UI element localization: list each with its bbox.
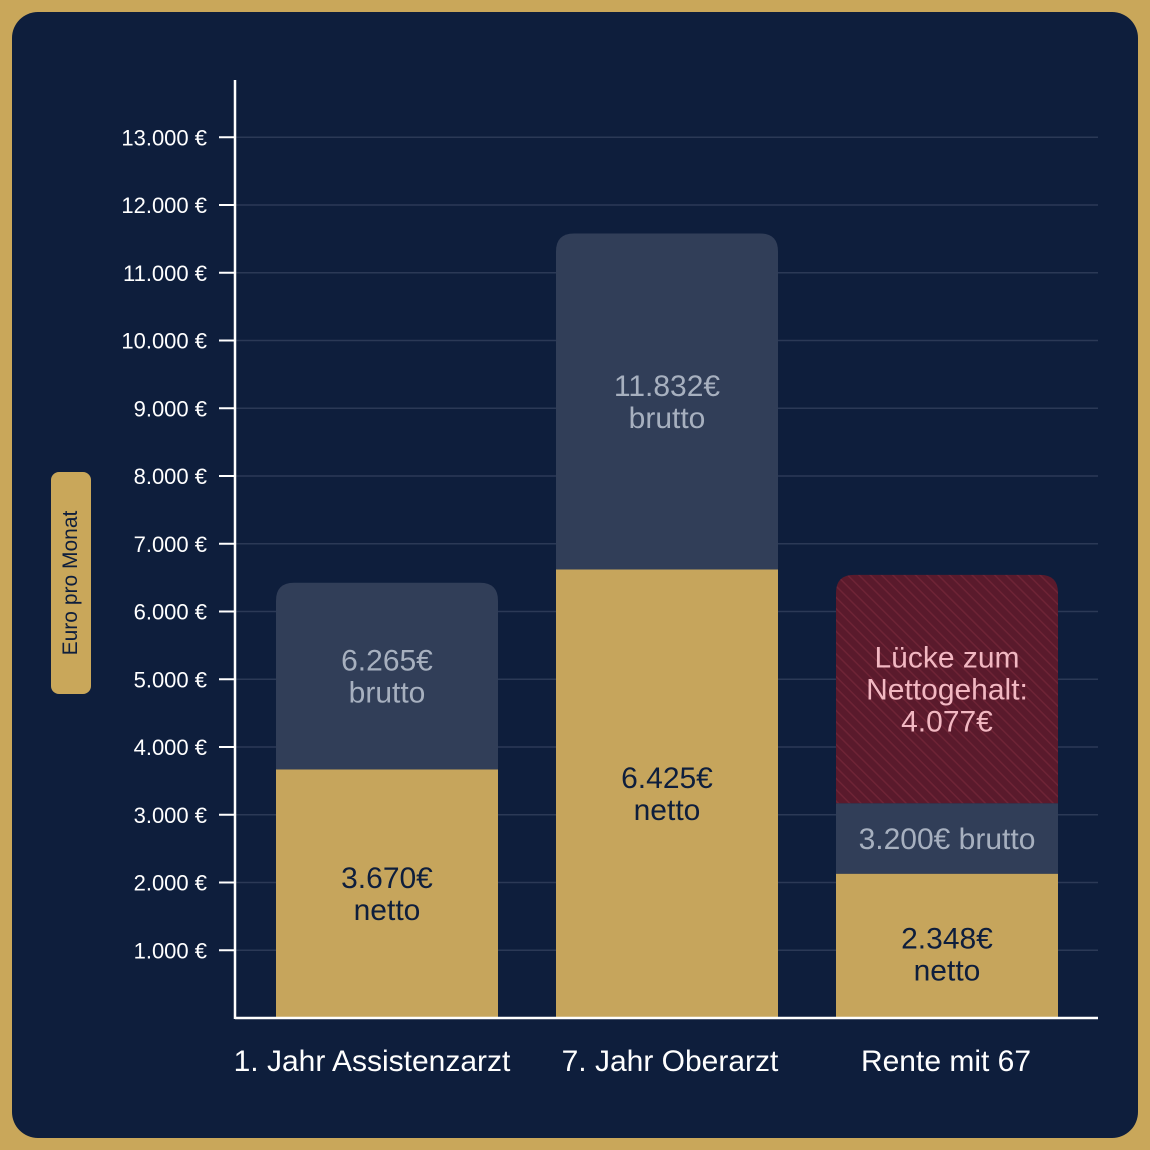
x-category-label: Rente mit 67 [861,1045,1031,1078]
y-tick-label: 13.000 € [121,125,207,150]
y-tick-label: 9.000 € [134,396,207,421]
bar-group: 6.425€ netto 11.832€ brutto [556,233,778,1018]
y-axis-label: Euro pro Monat [59,510,82,656]
bar-segment-brutto [836,803,1058,874]
data-label-netto: 2.348€ netto [901,922,993,987]
bars: 3.670€ netto 6.265€ brutto 6.425€ netto 11.832… [276,233,1058,1018]
data-label-brutto: 3.200€ brutto [859,823,1036,856]
bar-segment-brutto [556,233,778,570]
y-tick-label: 7.000 € [134,532,207,557]
y-tick-label: 1.000 € [134,938,207,963]
bar-segment-netto [276,769,498,1018]
chart-frame: 3.670€ netto 6.265€ brutto 6.425€ netto 11.832… [12,12,1138,1138]
bar-segment-gap [836,574,1058,804]
y-tick-label: 4.000 € [134,735,207,760]
y-tick-label: 5.000 € [134,667,207,692]
bar-segment-brutto [276,582,498,770]
y-tick-label: 10.000 € [121,329,207,354]
data-label-brutto: 11.832€ brutto [614,370,721,435]
x-category-label: 7. Jahr Oberarzt [562,1045,779,1078]
y-tick-label: 2.000 € [134,871,207,896]
y-tick-label: 8.000 € [134,464,207,489]
stacked-bar-chart: 3.670€ netto 6.265€ brutto 6.425€ netto 11.832… [121,80,1098,1078]
y-axis-label-pill [51,472,91,694]
data-label-gap: Lücke zum Nettogehalt: 4.077€ [866,642,1028,739]
y-tick-label: 12.000 € [121,193,207,218]
data-label-brutto: 6.265€ brutto [341,645,433,710]
bar-segment-netto [836,873,1058,1018]
x-category-label: 1. Jahr Assistenzarzt [234,1045,511,1078]
bar-segment-netto [556,569,778,1018]
x-category-labels: 1. Jahr Assistenzarzt 7. Jahr Oberarzt Ren… [234,1045,1031,1078]
y-tick-labels: 1.000 € 2.000 € 3.000 € 4.000 € 5.000 € 6.000… [121,125,207,963]
y-tick-label: 3.000 € [134,803,207,828]
y-tick-label: 11.000 € [123,261,207,286]
bar-group: 3.670€ netto 6.265€ brutto [276,582,498,1018]
bar-group: 2.348€ netto 3.200€ brutto Lücke zum Nettoge… [836,574,1058,1018]
data-label-netto: 3.670€ netto [341,862,433,927]
y-tick-label: 6.000 € [134,600,207,625]
axes [219,80,1098,1020]
data-label-netto: 6.425€ netto [621,762,713,827]
